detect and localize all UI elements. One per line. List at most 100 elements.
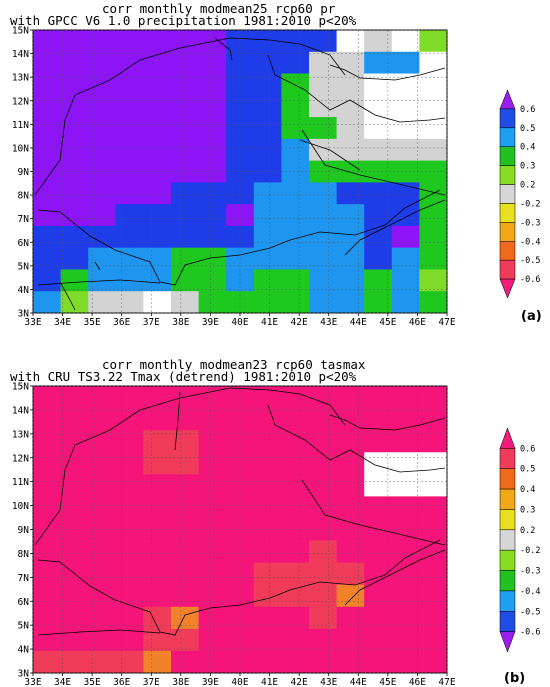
colorbar-tick-label: 0.5 (520, 465, 535, 475)
heatmap-cell (115, 386, 144, 409)
y-tick-label: 11N (12, 477, 29, 488)
heatmap-cell (364, 408, 393, 431)
heatmap-cell (60, 30, 89, 53)
heatmap-cell (171, 160, 199, 183)
heatmap-cell (391, 540, 420, 564)
heatmap-cell (253, 474, 282, 497)
panel-b-colorbar: 0.6 0.5 0.4 0.3 0.2 -0.2 -0.3 -0.4 -0.5 -0.6 (499, 427, 540, 653)
heatmap-cell (336, 225, 365, 249)
heatmap-cell (336, 408, 365, 431)
heatmap-cell (253, 138, 282, 162)
heatmap-cell (198, 182, 227, 205)
colorbar-swatch (499, 509, 516, 531)
heatmap-cell (88, 291, 117, 314)
heatmap-cell (143, 606, 172, 630)
panel-a-title-line2: with GPCC V6 1.0 precipitation 1981:2010… (10, 13, 357, 28)
heatmap-cell (60, 584, 89, 608)
y-tick-label: 9N (18, 167, 30, 178)
colorbar-swatch (499, 611, 516, 632)
heatmap-cell (419, 562, 448, 586)
y-tick-label: 10N (12, 501, 29, 512)
colorbar-tick-label: -0.6 (520, 275, 540, 285)
heatmap-cell (60, 269, 89, 292)
heatmap-cell (281, 562, 310, 586)
heatmap-cell (391, 138, 420, 162)
y-tick-label: 12N (12, 96, 29, 107)
heatmap-cell (281, 138, 310, 162)
heatmap-cell (33, 204, 61, 227)
colorbar-tick-label: -0.4 (520, 237, 540, 247)
x-tick-label: 42E (291, 677, 308, 687)
heatmap-cell (60, 408, 89, 431)
heatmap-cell (115, 204, 144, 227)
heatmap-cell (143, 269, 172, 292)
x-tick-label: 46E (409, 317, 426, 328)
heatmap-cell (391, 408, 420, 431)
heatmap-cell (336, 452, 365, 475)
heatmap-cell (309, 204, 337, 227)
heatmap-cell (88, 628, 117, 652)
heatmap-cell (253, 496, 282, 519)
colorbar-tick-label: -0.2 (520, 199, 540, 209)
heatmap-cell (364, 117, 393, 140)
heatmap-cell (115, 628, 144, 652)
heatmap-cell (419, 452, 448, 475)
heatmap-cell (226, 138, 255, 162)
heatmap-cell (336, 182, 365, 205)
heatmap-cell (88, 650, 117, 674)
heatmap-cell (143, 496, 172, 519)
heatmap-cell (115, 584, 144, 608)
heatmap-cell (281, 606, 310, 630)
heatmap-cell (115, 138, 144, 162)
heatmap-cell (88, 496, 117, 519)
heatmap-cell (253, 204, 282, 227)
heatmap-cell (171, 225, 199, 249)
heatmap-cell (60, 204, 89, 227)
heatmap-cell (364, 628, 393, 652)
heatmap-cell (336, 496, 365, 519)
heatmap-cell (33, 247, 61, 270)
heatmap-cell (115, 650, 144, 674)
heatmap-cell (226, 30, 255, 53)
heatmap-cell (88, 138, 117, 162)
heatmap-cell (364, 584, 393, 608)
colorbar-swatch (499, 278, 516, 299)
heatmap-cell (419, 496, 448, 519)
heatmap-cell (391, 182, 420, 205)
heatmap-cell (88, 160, 117, 183)
heatmap-cell (33, 182, 61, 205)
heatmap-cell (171, 247, 199, 270)
heatmap-cell (336, 650, 365, 674)
heatmap-cell (226, 430, 255, 453)
heatmap-cell (198, 73, 227, 96)
heatmap-cell (33, 225, 61, 249)
heatmap-cell (143, 30, 172, 53)
heatmap-cell (143, 95, 172, 118)
heatmap-cell (253, 73, 282, 96)
colorbar-tick-label: -0.6 (520, 628, 540, 638)
heatmap-cell (281, 452, 310, 475)
heatmap-cell (33, 452, 61, 475)
heatmap-cell (226, 628, 255, 652)
heatmap-cell (143, 474, 172, 497)
x-tick-label: 36E (113, 677, 130, 687)
colorbar-swatch (499, 468, 516, 490)
heatmap-cell (364, 30, 393, 53)
heatmap-cell (198, 225, 227, 249)
heatmap-cell (419, 51, 448, 74)
panel-b: corr monthly modmean23 rcp60 tasmax with… (10, 357, 540, 687)
heatmap-cell (171, 650, 199, 674)
heatmap-cell (143, 51, 172, 74)
heatmap-cell (281, 204, 310, 227)
colorbar-tick-label: 0.6 (520, 444, 535, 454)
heatmap-cell (143, 160, 172, 183)
heatmap-cell (33, 584, 61, 608)
heatmap-cell (198, 584, 227, 608)
x-tick-label: 46E (409, 677, 426, 687)
heatmap-cell (171, 584, 199, 608)
colorbar-swatch (499, 108, 516, 129)
heatmap-cell (198, 51, 227, 74)
heatmap-cell (226, 474, 255, 497)
heatmap-cell (143, 73, 172, 96)
heatmap-cell (88, 95, 117, 118)
